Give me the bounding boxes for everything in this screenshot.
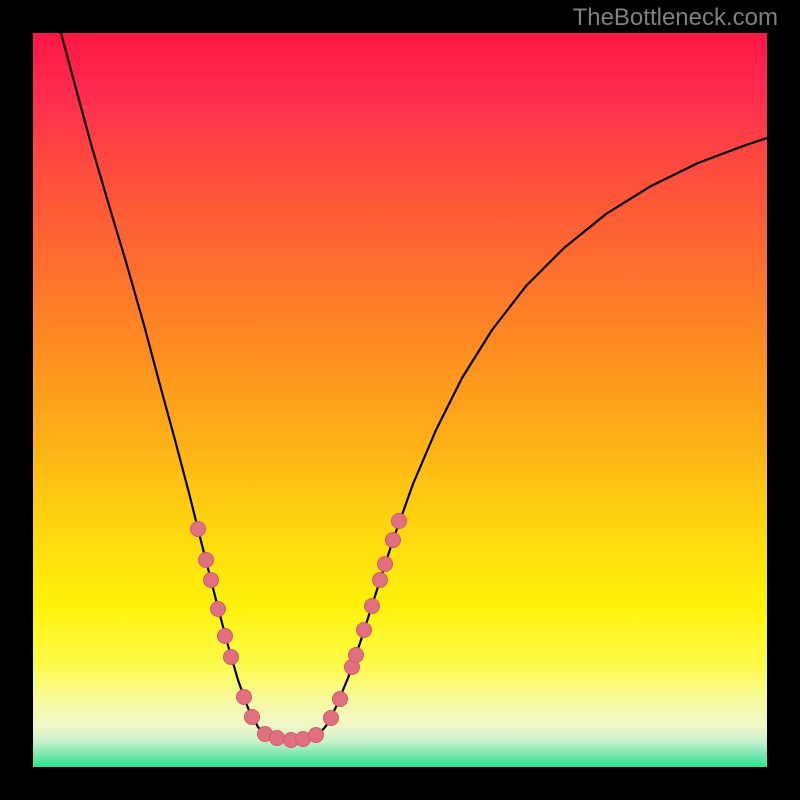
watermark-text: TheBottleneck.com <box>573 4 778 32</box>
data-marker <box>364 598 380 614</box>
data-marker <box>308 727 324 743</box>
data-marker <box>223 649 239 665</box>
data-marker <box>210 601 226 617</box>
data-marker <box>198 552 214 568</box>
data-marker <box>332 691 348 707</box>
plot-area <box>33 33 767 767</box>
data-marker <box>236 689 252 705</box>
data-marker <box>391 513 407 529</box>
data-marker <box>385 532 401 548</box>
data-marker <box>372 572 388 588</box>
data-marker <box>323 710 339 726</box>
data-marker <box>377 556 393 572</box>
data-marker <box>190 521 206 537</box>
data-marker <box>356 622 372 638</box>
data-marker <box>244 709 260 725</box>
markers-layer <box>33 33 767 767</box>
chart-canvas: TheBottleneck.com <box>0 0 800 800</box>
data-marker <box>348 647 364 663</box>
data-marker <box>203 572 219 588</box>
data-marker <box>217 628 233 644</box>
